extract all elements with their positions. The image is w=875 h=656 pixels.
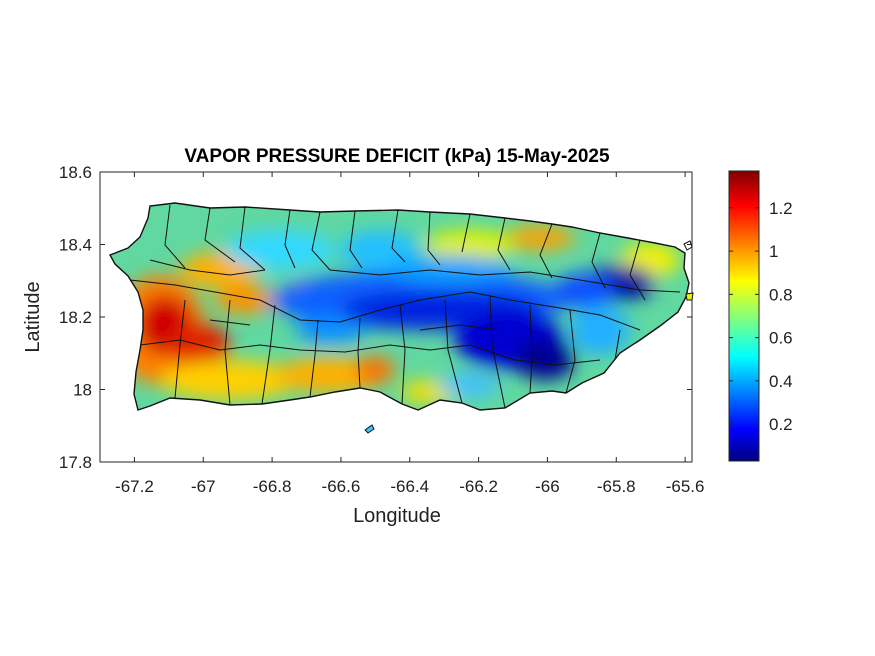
x-tick-label: -66.4 [390,477,429,496]
colorbar-tick-label: 1 [769,242,778,261]
x-tick-label: -66.2 [459,477,498,496]
colorbar-ticks: 0.2 0.4 0.6 0.8 1 1.2 [729,199,793,434]
x-tick-label: -67 [191,477,216,496]
islet-east-2 [685,292,694,301]
colorbar-tick-label: 0.2 [769,415,793,434]
y-axis-ticks: 17.8 18 18.2 18.4 18.6 [59,163,692,472]
islet-caja-de-muertos [364,424,375,434]
x-tick-label: -65.8 [597,477,636,496]
y-axis-label: Latitude [22,281,44,352]
x-tick-label: -66 [535,477,560,496]
colorbar-tick-label: 0.6 [769,329,793,348]
x-tick-label: -66.8 [253,477,292,496]
colorbar [728,170,760,462]
x-tick-label: -66.6 [322,477,361,496]
y-tick-label: 18.6 [59,163,92,182]
vpd-field [110,203,689,410]
chart-title: VAPOR PRESSURE DEFICIT (kPa) 15-May-2025 [184,146,610,167]
y-tick-label: 18.2 [59,308,92,327]
colorbar-tick-label: 0.8 [769,285,793,304]
islet-east [683,240,693,251]
x-axis-label: Longitude [353,505,441,527]
y-tick-label: 18.4 [59,236,92,255]
x-axis-ticks: -67.2 -67 -66.8 -66.6 -66.4 -66.2 -66 -65.8 -65.… [115,172,704,496]
x-tick-label: -65.6 [666,477,705,496]
colorbar-tick-label: 1.2 [769,199,793,218]
y-tick-label: 18 [73,381,92,400]
colorbar-tick-label: 0.4 [769,372,793,391]
y-tick-label: 17.8 [59,453,92,472]
x-tick-label: -67.2 [115,477,154,496]
